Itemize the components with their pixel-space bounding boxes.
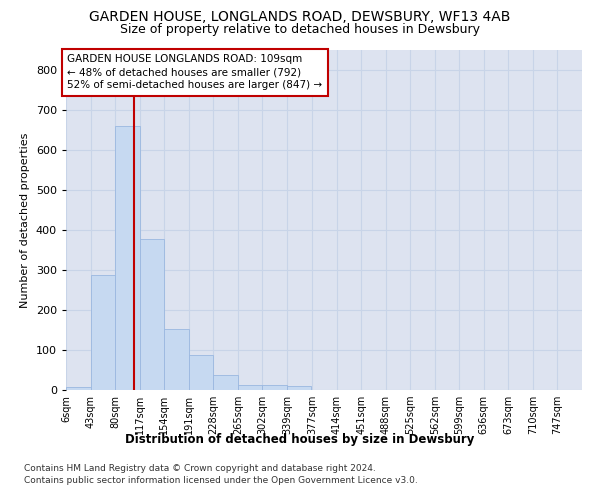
Text: Size of property relative to detached houses in Dewsbury: Size of property relative to detached ho… xyxy=(120,22,480,36)
Bar xyxy=(66,387,91,390)
Text: GARDEN HOUSE LONGLANDS ROAD: 109sqm
← 48% of detached houses are smaller (792)
5: GARDEN HOUSE LONGLANDS ROAD: 109sqm ← 48… xyxy=(67,54,322,90)
Bar xyxy=(238,385,262,390)
Text: GARDEN HOUSE, LONGLANDS ROAD, DEWSBURY, WF13 4AB: GARDEN HOUSE, LONGLANDS ROAD, DEWSBURY, … xyxy=(89,10,511,24)
Bar xyxy=(213,375,238,390)
Bar xyxy=(262,385,287,390)
Text: Distribution of detached houses by size in Dewsbury: Distribution of detached houses by size … xyxy=(125,432,475,446)
Bar xyxy=(287,386,311,390)
Bar xyxy=(164,329,188,390)
Bar xyxy=(188,355,213,390)
Text: Contains public sector information licensed under the Open Government Licence v3: Contains public sector information licen… xyxy=(24,476,418,485)
Bar xyxy=(115,126,140,390)
Text: Contains HM Land Registry data © Crown copyright and database right 2024.: Contains HM Land Registry data © Crown c… xyxy=(24,464,376,473)
Bar xyxy=(140,239,164,390)
Y-axis label: Number of detached properties: Number of detached properties xyxy=(20,132,30,308)
Bar xyxy=(91,275,115,390)
